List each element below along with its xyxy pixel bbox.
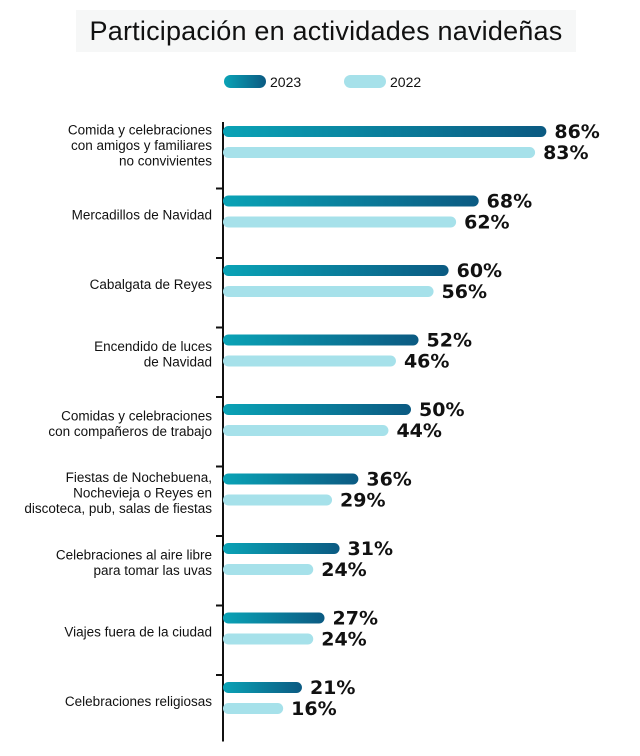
value-label-2023-comida-y-celebraciones-con-amigos-y-familiares-no-convivientes: 86% [554, 121, 599, 143]
value-label-2023-mercadillos-de-navidad: 68% [487, 191, 532, 213]
chart-title-bar: Participación en actividades navideñas [76, 10, 576, 52]
bar-2023-fiestas-de-nochebuena-nochevieja-o-reyes-en-discoteca-pub-salas-de-fiestas [223, 473, 359, 485]
category-label-mercadillos-de-navidad: Mercadillos de Navidad [72, 208, 212, 223]
value-label-2023-viajes-fuera-de-la-ciudad: 27% [333, 608, 378, 630]
value-label-2022-fiestas-de-nochebuena-nochevieja-o-reyes-en-discoteca-pub-salas-de-fiestas: 29% [340, 490, 385, 512]
value-label-2023-fiestas-de-nochebuena-nochevieja-o-reyes-en-discoteca-pub-salas-de-fiestas: 36% [366, 469, 411, 491]
value-label-2023-celebraciones-religiosas: 21% [310, 677, 355, 699]
category-label-fiestas-de-nochebuena-nochevieja-o-reyes-en-discoteca-pub-salas-de-fiestas: Fiestas de Nochebuena, Nochevieja o Reyes… [24, 470, 212, 516]
legend-2022-swatch [344, 75, 386, 88]
value-label-2023-encendido-de-luces-de-navidad: 52% [427, 330, 472, 352]
value-label-2022-celebraciones-religiosas: 16% [291, 698, 336, 720]
bar-2022-comida-y-celebraciones-con-amigos-y-familiares-no-convivientes [223, 147, 536, 158]
category-label-celebraciones-al-aire-libre-para-tomar-las-uvas: Celebraciones al aire libre para tomar la… [56, 547, 212, 578]
category-label-comida-y-celebraciones-con-amigos-y-familiares-no-convivientes: Comida y celebraciones con amigos y famil… [68, 123, 212, 169]
category-label-encendido-de-luces-de-navidad: Encendido de luces de Navidad [94, 339, 212, 370]
bar-2023-celebraciones-al-aire-libre-para-tomar-las-uvas [223, 543, 340, 554]
bar-2022-cabalgata-de-reyes [223, 286, 434, 297]
bar-2022-encendido-de-luces-de-navidad [223, 355, 396, 367]
bar-2023-viajes-fuera-de-la-ciudad [223, 612, 325, 624]
bar-2023-comidas-y-celebraciones-con-compañeros-de-trabajo [223, 404, 411, 415]
bar-2023-mercadillos-de-navidad [223, 195, 479, 207]
value-label-2022-comidas-y-celebraciones-con-compañeros-de-trabajo: 44% [396, 420, 441, 442]
bar-2022-fiestas-de-nochebuena-nochevieja-o-reyes-en-discoteca-pub-salas-de-fiestas [223, 494, 333, 506]
legend-2023-label: 2023 [270, 74, 301, 90]
value-label-2022-comida-y-celebraciones-con-amigos-y-familiares-no-convivientes: 83% [543, 142, 588, 164]
category-label-cabalgata-de-reyes: Cabalgata de Reyes [90, 277, 213, 292]
chart-title: Participación en actividades navideñas [89, 15, 563, 46]
legend-2023-swatch [224, 75, 266, 88]
bar-2022-mercadillos-de-navidad [223, 216, 457, 228]
bar-2022-comidas-y-celebraciones-con-compañeros-de-trabajo [223, 425, 389, 436]
bar-2023-celebraciones-religiosas [223, 682, 302, 693]
category-label-comidas-y-celebraciones-con-compañeros-de-trabajo: Comidas y celebraciones con compañeros de… [48, 408, 212, 439]
bar-2022-celebraciones-religiosas [223, 703, 284, 714]
category-label-celebraciones-religiosas: Celebraciones religiosas [65, 694, 212, 709]
value-label-2022-viajes-fuera-de-la-ciudad: 24% [321, 629, 366, 651]
value-label-2023-cabalgata-de-reyes: 60% [457, 260, 502, 282]
value-label-2023-comidas-y-celebraciones-con-compañeros-de-trabajo: 50% [419, 399, 464, 421]
bar-2022-celebraciones-al-aire-libre-para-tomar-las-uvas [223, 564, 314, 575]
value-label-2022-cabalgata-de-reyes: 56% [442, 281, 487, 303]
legend-2022-label: 2022 [390, 74, 421, 90]
bar-2023-encendido-de-luces-de-navidad [223, 334, 419, 346]
category-label-viajes-fuera-de-la-ciudad: Viajes fuera de la ciudad [64, 625, 212, 640]
bar-2023-cabalgata-de-reyes [223, 265, 449, 276]
value-label-2023-celebraciones-al-aire-libre-para-tomar-las-uvas: 31% [348, 538, 393, 560]
bar-2023-comida-y-celebraciones-con-amigos-y-familiares-no-convivientes [223, 126, 547, 137]
value-label-2022-celebraciones-al-aire-libre-para-tomar-las-uvas: 24% [321, 559, 366, 581]
value-label-2022-mercadillos-de-navidad: 62% [464, 212, 509, 234]
bar-2022-viajes-fuera-de-la-ciudad [223, 633, 314, 645]
value-label-2022-encendido-de-luces-de-navidad: 46% [404, 351, 449, 373]
